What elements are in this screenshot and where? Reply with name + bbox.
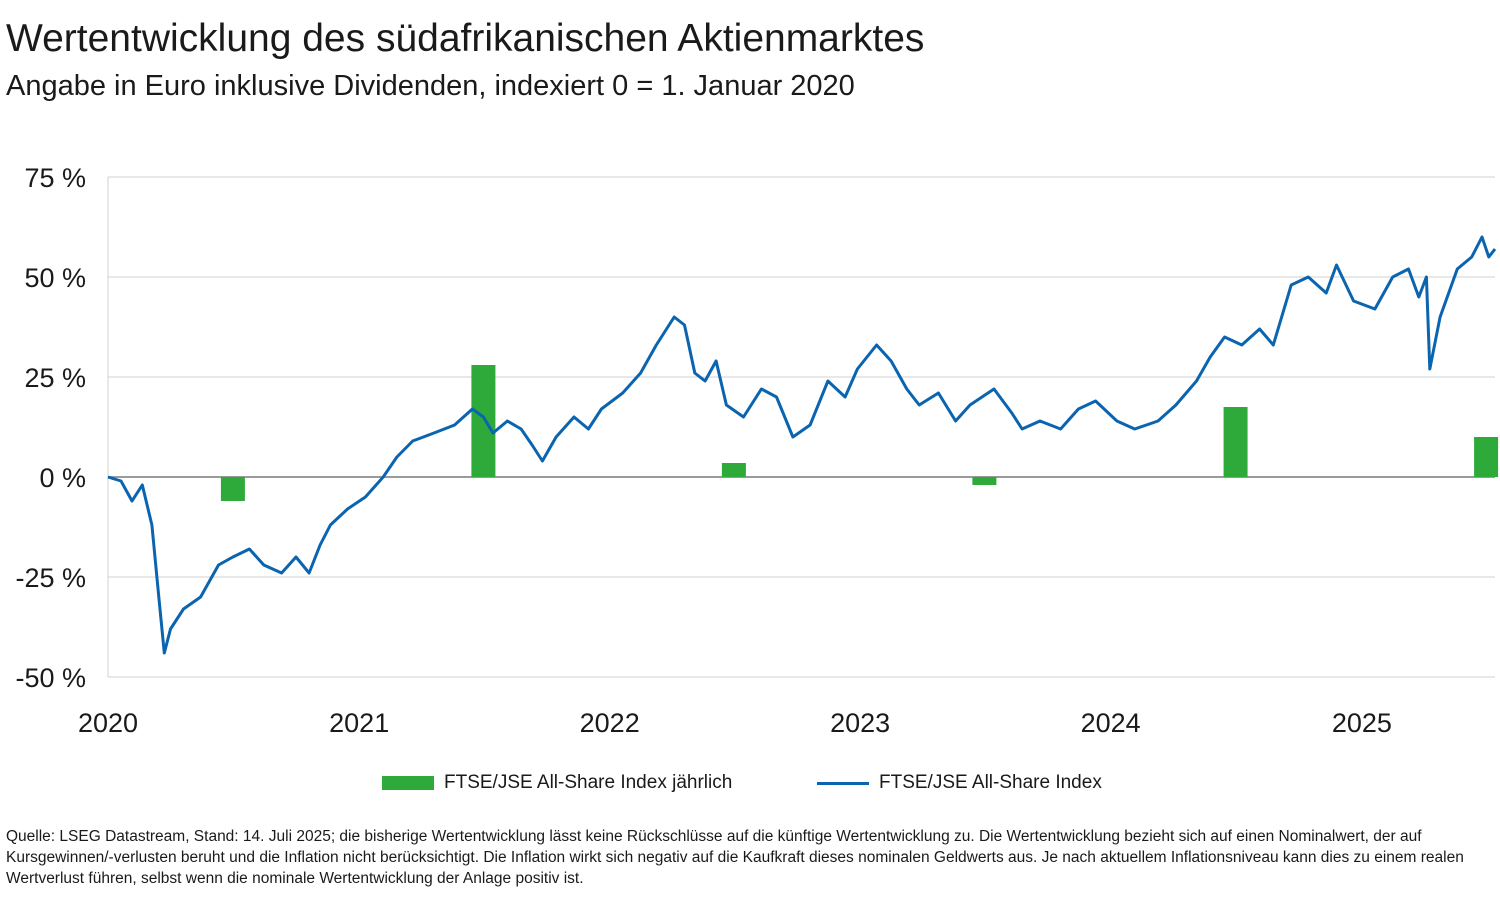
legend-item-bar: FTSE/JSE All-Share Index jährlich [382,772,732,794]
chart-subtitle: Angabe in Euro inklusive Dividenden, ind… [6,70,855,102]
y-tick-label: 25 % [24,363,86,393]
x-tick-label: 2023 [830,708,890,738]
bar [721,463,746,477]
chart-title: Wertentwicklung des südafrikanischen Akt… [6,17,925,60]
chart-area: 75 %50 %25 %0 %-25 %-50 % 2020 2021 2022 20… [15,163,1499,738]
y-axis-ticks: 75 % 50 % 25 % 0 % -25 % -50 % [15,163,86,693]
bar [1474,437,1499,477]
y-tick-label: 0 % [39,463,86,493]
line-series [107,235,1497,655]
legend-item-line: FTSE/JSE All-Share Index [817,772,1102,794]
legend-label-bar: FTSE/JSE All-Share Index jährlich [444,772,733,793]
bar [220,477,245,501]
bar [471,365,496,477]
x-axis-ticks: 2020 2021 2022 2023 2024 2025 [78,708,1392,738]
y-tick-label: -50 % [15,663,86,693]
source-footnote: Quelle: LSEG Datastream, Stand: 14. Juli… [6,828,1464,887]
x-tick-label: 2021 [329,708,389,738]
bar [972,477,997,485]
y-tick-label: 75 % [24,163,86,193]
x-tick-label: 2020 [78,708,138,738]
legend-line-swatch [817,781,869,785]
gridlines [107,176,1495,678]
legend-bar-swatch [382,776,434,790]
x-tick-label: 2025 [1332,708,1392,738]
legend-label-line: FTSE/JSE All-Share Index [879,772,1102,793]
bar [1223,407,1248,477]
y-tick-label: -25 % [15,563,86,593]
y-tick-label: 50 % [24,263,86,293]
bar-series [220,365,1499,501]
legend: FTSE/JSE All-Share Index jährlich FTSE/J… [0,772,1500,802]
index-line [107,235,1497,655]
x-tick-label: 2022 [580,708,640,738]
x-tick-label: 2024 [1081,708,1141,738]
